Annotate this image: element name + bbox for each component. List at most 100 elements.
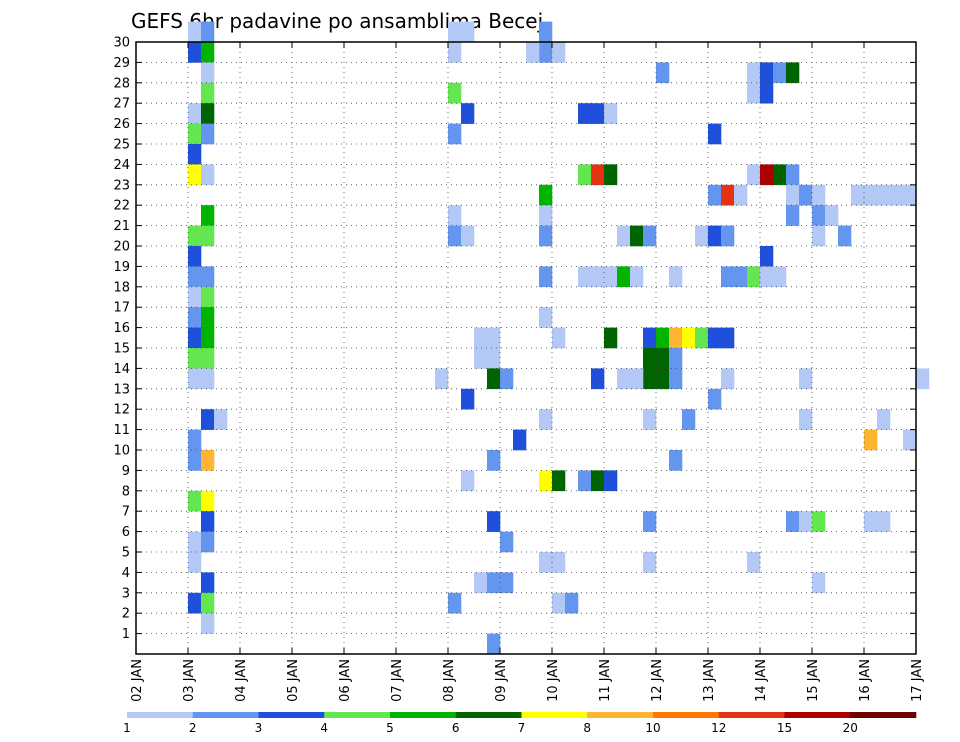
heatmap-cell xyxy=(487,450,501,471)
heatmap-cell xyxy=(643,327,657,349)
heatmap-cell xyxy=(838,225,852,247)
heatmap-cell xyxy=(682,327,696,349)
x-tick-label: 16 JAN xyxy=(858,659,873,702)
gridlines xyxy=(136,41,916,654)
heatmap-cell xyxy=(695,327,709,349)
legend-swatch xyxy=(127,712,194,718)
heatmap-cell xyxy=(591,266,605,288)
heatmap-cell xyxy=(669,368,683,390)
heatmap-cell xyxy=(591,164,605,186)
heatmap-cell xyxy=(591,470,605,492)
legend-label: 7 xyxy=(518,721,526,735)
x-tick-label: 13 JAN xyxy=(702,659,717,702)
y-tick-label: 22 xyxy=(113,199,130,214)
heatmap-cell xyxy=(188,490,202,512)
legend-label: 5 xyxy=(386,721,394,735)
heatmap-cell xyxy=(773,266,787,288)
heatmap-cell xyxy=(812,184,826,206)
heatmap-cell xyxy=(188,144,202,165)
x-axis: 02 JAN 03 JAN 04 JAN 05 JAN 06 JAN 07 JAN 08 J… xyxy=(130,42,925,702)
heatmap-cell xyxy=(786,205,800,226)
legend-swatch xyxy=(784,712,851,718)
x-tick-label: 10 JAN xyxy=(546,659,561,702)
heatmap-cell xyxy=(188,348,202,369)
heatmap-cell xyxy=(201,286,215,308)
heatmap-cell xyxy=(188,123,202,145)
heatmap-cell xyxy=(188,450,202,471)
y-tick-label: 14 xyxy=(113,362,130,377)
y-tick-label: 12 xyxy=(113,403,130,418)
legend-swatch xyxy=(653,712,720,718)
heatmap-cell xyxy=(643,348,657,369)
heatmap-cell xyxy=(448,123,462,145)
y-tick-label: 27 xyxy=(113,97,130,112)
heatmap-cell xyxy=(188,531,202,553)
heatmap-cell xyxy=(669,348,683,369)
heatmap-cell xyxy=(708,327,722,349)
heatmap-cell xyxy=(643,552,657,573)
x-tick-label: 15 JAN xyxy=(806,659,821,702)
heatmap-cell xyxy=(747,82,761,104)
heatmap-cell xyxy=(448,592,462,614)
heatmap-cell xyxy=(617,266,631,288)
heatmap-cell xyxy=(201,225,215,247)
heatmap-cell xyxy=(708,388,722,410)
y-tick-label: 7 xyxy=(122,505,130,520)
heatmap-cell xyxy=(539,42,553,63)
heatmap-cell xyxy=(214,409,228,430)
y-tick-label: 11 xyxy=(113,423,130,438)
heatmap-cell xyxy=(201,82,215,104)
heatmap-cell xyxy=(201,368,215,390)
x-tick-label: 02 JAN xyxy=(130,659,145,702)
heatmap-cell xyxy=(539,225,553,247)
heatmap-cell xyxy=(708,225,722,247)
heatmap-cell xyxy=(708,123,722,145)
heatmap-cell xyxy=(461,388,475,410)
heatmap-cell xyxy=(604,327,618,349)
heatmap-cell xyxy=(461,470,475,492)
heatmap-cell xyxy=(448,205,462,226)
heatmap-cell xyxy=(188,327,202,349)
heatmap-cell xyxy=(461,21,475,43)
x-tick-label: 05 JAN xyxy=(286,659,301,702)
y-axis: 1234567891011121314151617181920212223242… xyxy=(113,36,916,642)
heatmap-cell xyxy=(604,266,618,288)
heatmap-cell xyxy=(552,592,566,614)
cells-layer xyxy=(188,21,930,655)
heatmap-cell xyxy=(539,205,553,226)
heatmap-cell xyxy=(552,327,566,349)
legend-label: 2 xyxy=(189,721,197,735)
legend-label: 15 xyxy=(777,721,792,735)
y-tick-label: 3 xyxy=(122,586,130,601)
heatmap-cell xyxy=(565,592,579,614)
y-tick-label: 24 xyxy=(113,158,130,173)
heatmap-cell xyxy=(643,368,657,390)
heatmap-cell xyxy=(201,164,215,186)
heatmap-cell xyxy=(188,286,202,308)
legend-label: 3 xyxy=(255,721,263,735)
heatmap-cell xyxy=(786,62,800,84)
legend-swatch xyxy=(324,712,391,718)
heatmap-cell xyxy=(188,266,202,288)
heatmap-cell xyxy=(188,225,202,247)
legend-label: 6 xyxy=(452,721,460,735)
heatmap-cell xyxy=(578,164,592,186)
y-tick-label: 29 xyxy=(113,56,130,71)
heatmap-cell xyxy=(201,450,215,471)
heatmap-cell xyxy=(188,42,202,63)
heatmap-cell xyxy=(552,42,566,63)
heatmap-cell xyxy=(799,409,813,430)
heatmap-cell xyxy=(760,266,774,288)
heatmap-cell xyxy=(786,184,800,206)
heatmap-cell xyxy=(539,307,553,328)
heatmap-cell xyxy=(864,429,878,451)
heatmap-cell xyxy=(448,225,462,247)
heatmap-cell xyxy=(513,429,527,451)
heatmap-cell xyxy=(500,572,514,594)
heatmap-cell xyxy=(552,470,566,492)
heatmap-cell xyxy=(539,21,553,43)
heatmap-cell xyxy=(656,327,670,349)
y-tick-label: 1 xyxy=(122,627,130,642)
heatmap-cell xyxy=(188,592,202,614)
